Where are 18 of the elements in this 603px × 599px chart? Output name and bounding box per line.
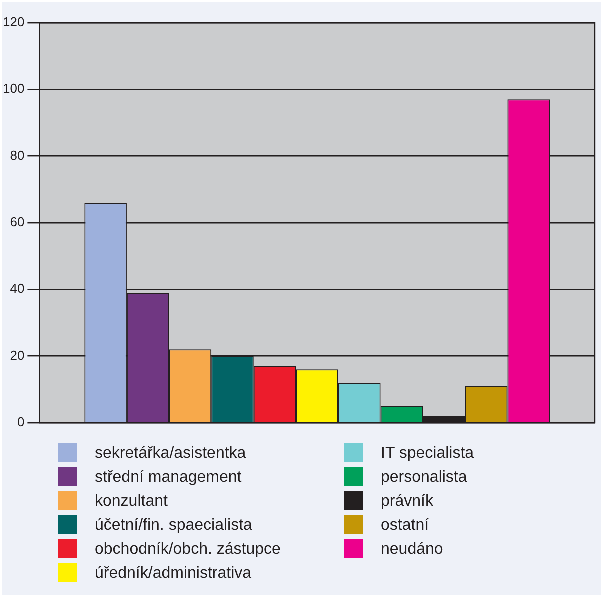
legend-label: úředník/administrativa	[95, 564, 252, 582]
y-tick-label: 20	[10, 348, 25, 363]
legend-label: konzultant	[95, 492, 168, 510]
legend-label: neudáno	[381, 540, 444, 558]
legend-label: ostatní	[381, 516, 430, 534]
legend-label: sekretářka/asistentka	[95, 444, 246, 462]
legend-label: personalista	[381, 468, 468, 486]
y-tick-label: 40	[10, 281, 25, 296]
legend-label: obchodník/obch. zástupce	[95, 540, 282, 558]
legend-label: IT specialista	[381, 444, 474, 462]
legend-label: střední management	[95, 468, 242, 486]
y-tick-label: 60	[10, 214, 25, 230]
y-tick-label: 80	[10, 148, 25, 163]
y-tick-label: 0	[17, 414, 25, 430]
y-tick-label: 120	[2, 14, 25, 30]
legend-label: právník	[381, 492, 434, 510]
y-tick-label: 100	[2, 81, 25, 96]
legend-label: účetní/fin. spaecialista	[95, 516, 253, 534]
